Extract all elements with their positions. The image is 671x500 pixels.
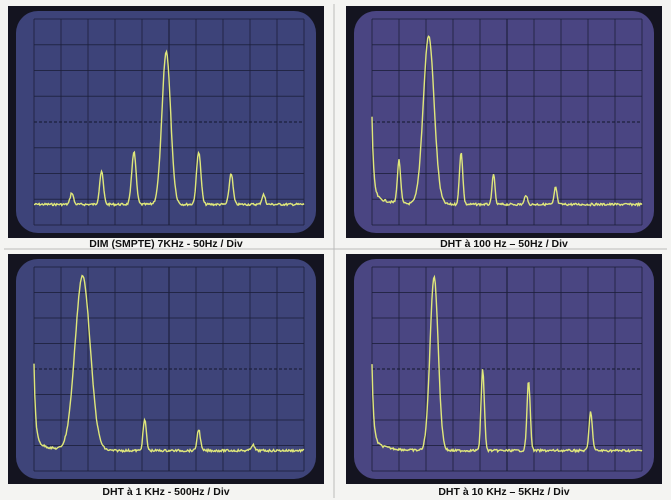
trace [371,35,643,208]
scope-panel: DHT à 10 KHz – 5KHz / Div [346,254,662,498]
scope-panel: DIM (SMPTE) 7KHz - 50Hz / Div [8,6,324,250]
scope-panel: DHT à 1 KHz - 500Hz / Div [8,254,324,498]
trace [33,274,305,454]
trace [33,49,305,208]
scope-panel: DHT à 100 Hz – 50Hz / Div [346,6,662,250]
caption: DHT à 10 KHz – 5KHz / Div [438,486,569,498]
caption: DHT à 100 Hz – 50Hz / Div [440,238,568,250]
caption: DIM (SMPTE) 7KHz - 50Hz / Div [89,238,243,250]
trace [371,274,643,454]
caption: DHT à 1 KHz - 500Hz / Div [102,486,229,498]
